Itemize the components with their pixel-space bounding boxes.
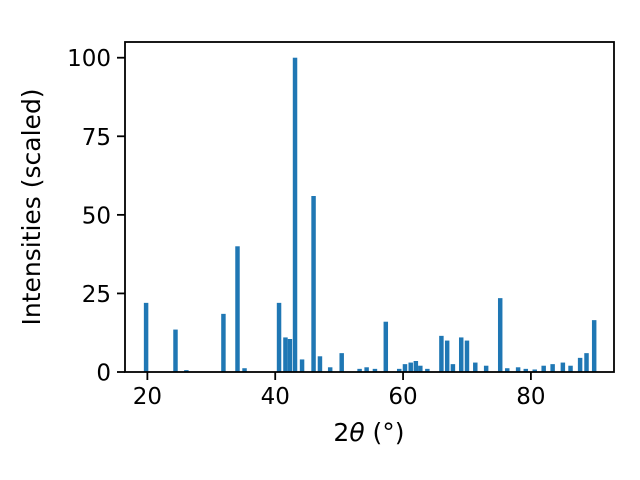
bar (242, 368, 247, 372)
bar (357, 368, 362, 372)
bar (235, 246, 240, 372)
bar (568, 365, 573, 372)
bar (402, 364, 408, 372)
bar (497, 298, 503, 372)
y-tick-label: 0 (96, 361, 111, 387)
y-tick-label: 75 (82, 125, 111, 151)
bar (532, 369, 537, 372)
bar (339, 353, 344, 372)
bar (292, 57, 298, 373)
bar (550, 364, 555, 372)
bar (221, 313, 226, 372)
bars-group (143, 57, 597, 373)
y-tick-label: 100 (67, 46, 111, 72)
bar (327, 367, 333, 372)
bar (591, 320, 597, 372)
x-tick-label: 20 (133, 384, 162, 410)
bar (523, 368, 529, 372)
bar (173, 329, 178, 372)
bar (184, 370, 189, 372)
bar (483, 365, 489, 372)
y-tick-label: 25 (82, 282, 111, 308)
bar (458, 337, 464, 372)
bar (444, 340, 450, 372)
x-tick-label: 80 (516, 384, 545, 410)
bar (317, 356, 323, 372)
x-tick-label: 40 (261, 384, 290, 410)
bar (515, 367, 521, 372)
axes-spines (124, 41, 615, 373)
bar (283, 337, 288, 372)
x-axis-label: 2θ (°) (333, 418, 404, 447)
bar (541, 365, 546, 372)
bar (408, 362, 413, 372)
bar (383, 321, 389, 372)
bar (311, 196, 316, 372)
bar (413, 361, 419, 372)
bar (276, 302, 282, 372)
bar (439, 335, 444, 372)
bar (584, 353, 589, 372)
y-tick-label: 50 (82, 203, 111, 229)
bar (450, 364, 456, 372)
y-axis: 0 25 50 75 100 (67, 46, 125, 387)
bar (287, 339, 293, 372)
bar (372, 368, 378, 372)
bar (396, 368, 402, 372)
bar (473, 362, 478, 372)
bar (577, 357, 583, 372)
y-axis-label: Intensities (scaled) (17, 88, 46, 325)
bar (418, 365, 423, 372)
bar (425, 368, 430, 372)
x-axis: 20 40 60 80 (133, 372, 546, 410)
plot-area (125, 42, 614, 372)
bar (464, 340, 470, 372)
bar (560, 362, 566, 372)
bar (299, 359, 305, 372)
bar (505, 368, 510, 372)
bar (364, 367, 369, 372)
x-tick-label: 60 (388, 384, 417, 410)
bar (143, 302, 149, 372)
